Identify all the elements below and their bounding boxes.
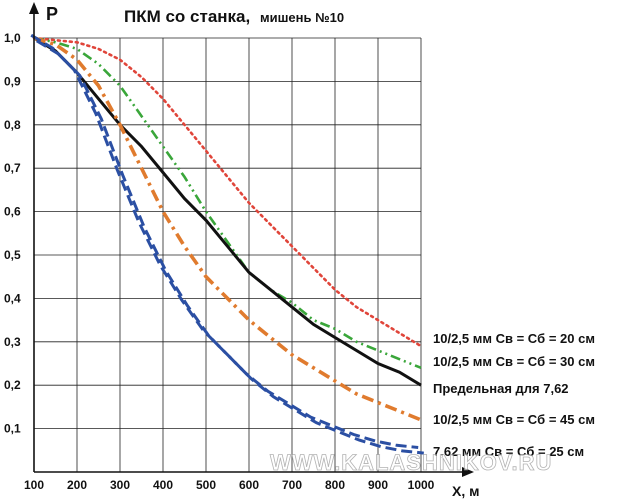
x-tick-label: 500 (196, 478, 216, 492)
series-line-3 (33, 36, 422, 422)
y-axis-arrow (29, 2, 39, 14)
x-tick-label: 300 (110, 478, 130, 492)
y-tick-label: 0,9 (4, 74, 21, 88)
y-tick-labels: 0,1 0,2 0,3 0,4 0,5 0,6 0,7 0,8 0,9 1,0 (4, 31, 21, 436)
x-tick-label: 900 (368, 478, 388, 492)
y-tick-label: 0,6 (4, 205, 21, 219)
legend-label-0: 10/2,5 мм Cв = Cб = 20 см (433, 331, 595, 346)
chart-title-main: ПКМ со станка, (124, 7, 250, 26)
legend-label-3: 10/2,5 мм Cв = Cб = 45 см (433, 412, 595, 427)
y-tick-label: 0,8 (4, 118, 21, 132)
x-axis-label: X, м (452, 483, 479, 499)
x-tick-label: 200 (67, 478, 87, 492)
watermark: WWW.KALASHNIKOV.RU (270, 450, 552, 475)
x-tick-label: 600 (239, 478, 259, 492)
x-tick-label: 800 (325, 478, 345, 492)
series-line-1 (33, 36, 422, 370)
chart-subtitle: мишень №10 (260, 10, 344, 25)
x-tick-label: 1000 (408, 478, 435, 492)
x-tick-label: 100 (24, 478, 44, 492)
x-tick-label: 400 (153, 478, 173, 492)
legend-label-4: 7,62 мм Cв = Cб = 25 см (433, 444, 584, 459)
series-line-2 (33, 36, 422, 387)
x-tick-labels: 100 200 300 400 500 600 700 800 900 1000 (24, 478, 435, 492)
y-tick-label: 0,3 (4, 335, 21, 349)
series-group (30, 33, 424, 455)
legend-label-1: 10/2,5 мм Cв = Cб = 30 см (433, 354, 595, 369)
legend: 10/2,5 мм Cв = Cб = 20 см 10/2,5 мм Cв = … (433, 331, 595, 459)
x-tick-label: 700 (282, 478, 302, 492)
chart-title: ПКМ со станка, мишень №10 (124, 7, 344, 26)
legend-label-2: Предельная для 7,62 (433, 381, 569, 396)
x-axis-arrow (462, 467, 474, 477)
y-tick-label: 0,4 (4, 291, 21, 305)
y-tick-label: 0,7 (4, 161, 21, 175)
y-tick-label: 0,1 (4, 422, 21, 436)
axes (29, 2, 474, 477)
y-tick-label: 0,2 (4, 378, 21, 392)
y-axis-label: P (46, 4, 58, 24)
y-tick-label: 0,5 (4, 248, 21, 262)
series-line-0 (32, 36, 423, 348)
series-line-4 (36, 39, 424, 455)
y-tick-label: 1,0 (4, 31, 21, 45)
